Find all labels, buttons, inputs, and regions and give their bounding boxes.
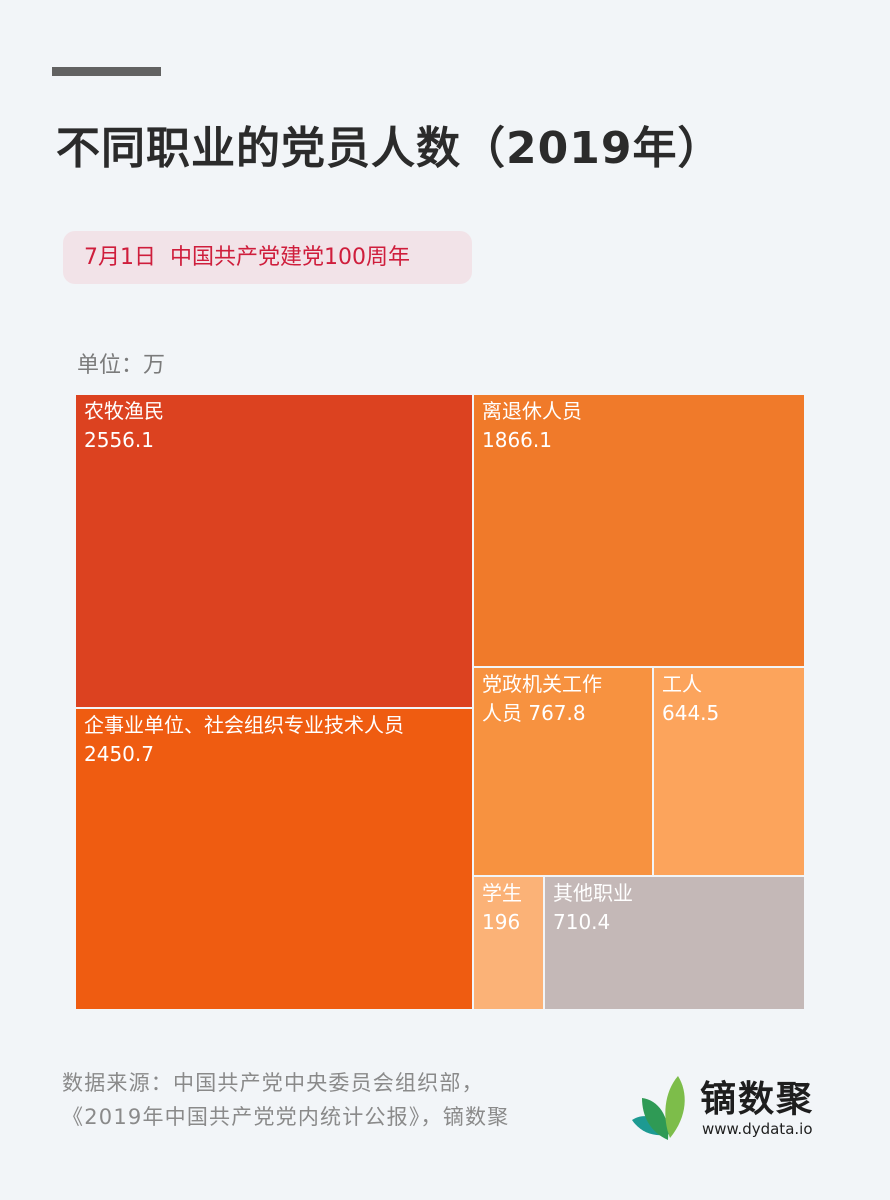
leaf-logo-icon bbox=[632, 1076, 685, 1140]
cell-label: 学生 bbox=[482, 881, 522, 905]
cell-value: 710.4 bbox=[553, 910, 611, 934]
cell-value: 2556.1 bbox=[84, 428, 154, 452]
cell-value: 644.5 bbox=[662, 701, 720, 725]
treemap-cell: 党政机关工作 人员 767.8 bbox=[474, 668, 652, 875]
source-line-1: 数据来源：中国共产党中央委员会组织部， bbox=[62, 1071, 484, 1095]
cell-label: 企事业单位、社会组织专业技术人员 bbox=[84, 713, 404, 737]
treemap-chart: 农牧渔民 2556.1 企事业单位、社会组织专业技术人员 2450.7 离退休人员 186… bbox=[76, 395, 804, 1009]
cell-value: 人员 767.8 bbox=[482, 701, 586, 725]
treemap-cell: 离退休人员 1866.1 bbox=[474, 395, 804, 666]
source-line-2: 《2019年中国共产党党内统计公报》，镝数聚 bbox=[62, 1105, 510, 1129]
treemap-cell: 农牧渔民 2556.1 bbox=[76, 395, 472, 707]
cell-label: 离退休人员 bbox=[482, 399, 582, 423]
cell-label: 农牧渔民 bbox=[84, 399, 164, 423]
logo-name: 镝数聚 bbox=[700, 1079, 815, 1120]
cell-label: 工人 bbox=[662, 672, 702, 696]
treemap-cell: 其他职业 710.4 bbox=[545, 877, 804, 1009]
cell-label: 其他职业 bbox=[553, 881, 633, 905]
cell-label: 党政机关工作 bbox=[482, 672, 602, 696]
data-source: 数据来源：中国共产党中央委员会组织部， 《2019年中国共产党党内统计公报》，镝… bbox=[62, 1066, 509, 1134]
treemap-cell: 学生 196 bbox=[474, 877, 543, 1009]
treemap-cell: 工人 644.5 bbox=[654, 668, 804, 875]
page-title: 不同职业的党员人数（2019年） bbox=[56, 123, 723, 174]
logo-url: www.dydata.io bbox=[702, 1120, 813, 1138]
anniversary-badge: 7月1日 中国共产党建党100周年 bbox=[63, 231, 472, 284]
cell-value: 196 bbox=[482, 910, 521, 934]
cell-value: 2450.7 bbox=[84, 742, 154, 766]
cell-value: 1866.1 bbox=[482, 428, 552, 452]
treemap-cell: 企事业单位、社会组织专业技术人员 2450.7 bbox=[76, 709, 472, 1009]
brand-logo: 镝数聚 www.dydata.io bbox=[630, 1068, 840, 1148]
unit-label: 单位：万 bbox=[77, 353, 166, 378]
decorative-top-bar bbox=[52, 67, 161, 76]
